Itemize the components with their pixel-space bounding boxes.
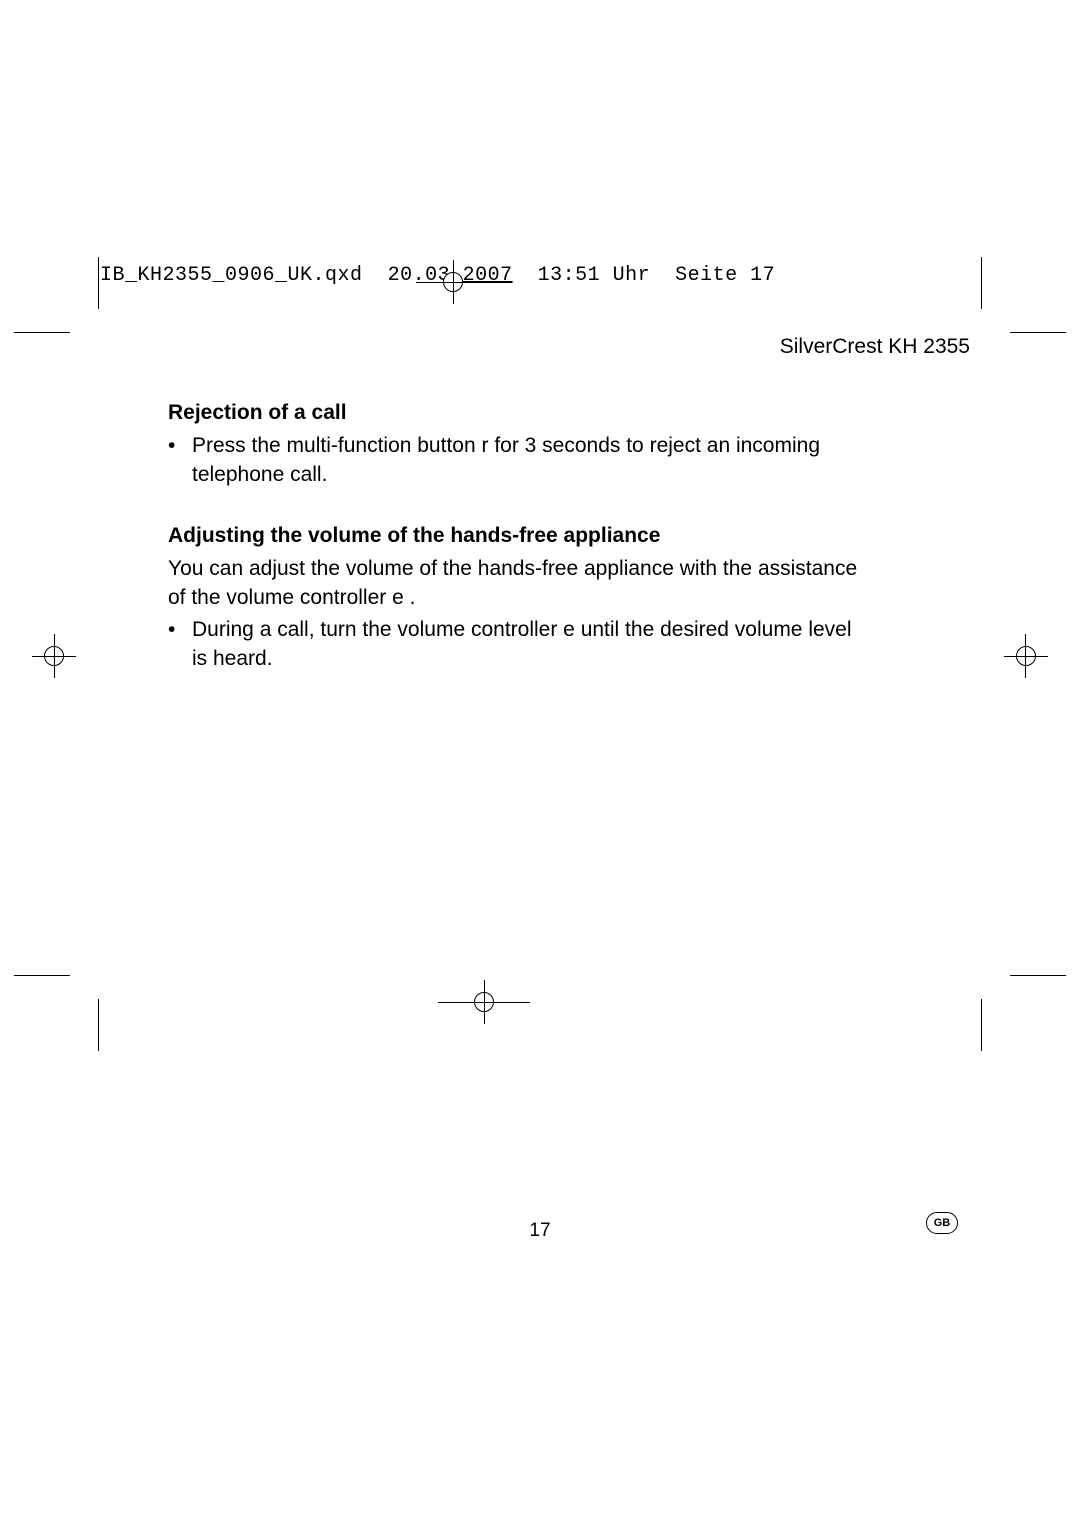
controller-ref-e: e	[563, 618, 575, 641]
slug-date: 20.03	[388, 264, 451, 287]
bullet-icon: •	[168, 431, 192, 490]
text-fragment: .	[404, 586, 416, 609]
bullet-volume-turn: • During a call, turn the volume control…	[168, 615, 870, 674]
text-fragment: Press the multi-function button	[192, 434, 481, 457]
country-badge: GB	[926, 1212, 958, 1234]
bullet-reject-call: • Press the multi-function button r for …	[168, 431, 870, 490]
bullet-icon: •	[168, 615, 192, 674]
body-content: Rejection of a call • Press the multi-fu…	[168, 401, 870, 673]
slug-page: Seite 17	[675, 264, 775, 287]
page-number: 17	[100, 1220, 980, 1242]
section-heading-volume: Adjusting the volume of the hands-free a…	[168, 524, 870, 548]
text-fragment: During a call, turn the volume controlle…	[192, 618, 563, 641]
text-fragment: You can adjust the volume of the hands-f…	[168, 557, 857, 609]
para-volume-adjust: You can adjust the volume of the hands-f…	[168, 554, 870, 613]
product-title: SilverCrest KH 2355	[100, 335, 970, 359]
section-heading-rejection: Rejection of a call	[168, 401, 870, 425]
page-content: IB_KH2355_0906_UK.qxd 20.03.2007 13:51 U…	[100, 264, 980, 675]
bullet-text: During a call, turn the volume controlle…	[192, 615, 870, 674]
controller-ref-e: e	[392, 586, 404, 609]
bullet-text: Press the multi-function button r for 3 …	[192, 431, 870, 490]
slug-time: 13:51 Uhr	[538, 264, 651, 287]
slug-line: IB_KH2355_0906_UK.qxd 20.03.2007 13:51 U…	[100, 264, 980, 287]
slug-filename: IB_KH2355_0906_UK.qxd	[100, 264, 363, 287]
